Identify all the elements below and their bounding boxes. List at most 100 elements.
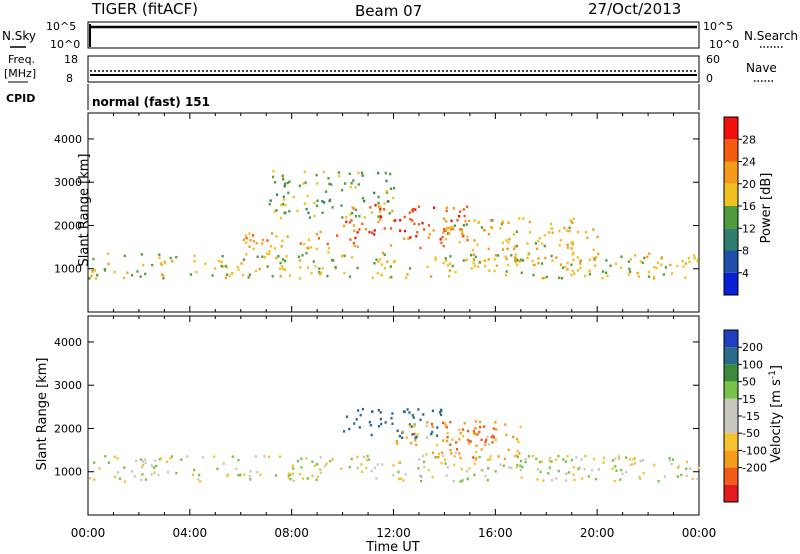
heatmap-cell [220, 260, 223, 264]
heatmap-cell [442, 261, 445, 265]
heatmap-cell [113, 475, 116, 479]
heatmap-cell [476, 433, 479, 436]
heatmap-cell [571, 243, 574, 246]
heatmap-cell [685, 460, 689, 464]
heatmap-cell [570, 247, 573, 250]
heatmap-cell [356, 266, 359, 270]
heatmap-cell [450, 219, 453, 222]
heatmap-cell [354, 236, 357, 240]
heatmap-cell [668, 456, 671, 460]
heatmap-cell [491, 441, 494, 444]
heatmap-cell [379, 205, 382, 208]
heatmap-cell [572, 258, 575, 262]
heatmap-cell [98, 467, 101, 470]
heatmap-cell [573, 478, 576, 482]
heatmap-cell [158, 253, 161, 256]
freq-tick-bottom: 8 [66, 72, 73, 85]
heatmap-cell [477, 265, 480, 268]
heatmap-cell [349, 238, 352, 241]
heatmap-cell [422, 413, 425, 416]
heatmap-cell [396, 442, 399, 445]
heatmap-cell [609, 264, 612, 268]
heatmap-cell [104, 455, 107, 458]
colorbar-tick-label: 4 [742, 267, 749, 280]
heatmap-cell [278, 267, 282, 270]
heatmap-cell [278, 455, 282, 458]
heatmap-cell [298, 259, 301, 262]
heatmap-cell [551, 231, 554, 234]
heatmap-cell [305, 457, 308, 460]
heatmap-cell [486, 435, 489, 439]
heatmap-cell [488, 269, 491, 272]
heatmap-cell [531, 259, 534, 262]
heatmap-cell [235, 467, 238, 470]
heatmap-cell [136, 270, 139, 273]
heatmap-cell [405, 276, 408, 280]
heatmap-cell [378, 218, 382, 221]
heatmap-cell [459, 456, 462, 460]
heatmap-cell [461, 233, 464, 236]
heatmap-cell [360, 171, 364, 174]
heatmap-cell [504, 423, 507, 426]
heatmap-cell [473, 473, 476, 477]
heatmap-cell [633, 457, 636, 460]
heatmap-cell [368, 230, 371, 234]
heatmap-cell [532, 273, 535, 277]
heatmap-cell [487, 233, 490, 236]
heatmap-cell [396, 429, 399, 432]
heatmap-cell [93, 478, 96, 481]
heatmap-cell [361, 407, 364, 411]
heatmap-cell [374, 466, 377, 470]
heatmap-cell [88, 277, 91, 280]
heatmap-cell [216, 467, 219, 471]
heatmap-cell [291, 464, 294, 467]
heatmap-cell [464, 220, 467, 223]
heatmap-cell [144, 461, 147, 465]
heatmap-cell [462, 435, 465, 438]
heatmap-cell [334, 265, 337, 269]
heatmap-cell [274, 474, 278, 477]
heatmap-cell [231, 272, 234, 275]
heatmap-cell [436, 426, 439, 429]
heatmap-cell [261, 238, 264, 242]
heatmap-cell [467, 438, 470, 442]
heatmap-cell [352, 241, 355, 245]
heatmap-cell [448, 262, 451, 266]
heatmap-cell [442, 231, 445, 234]
heatmap-cell [559, 263, 562, 266]
heatmap-cell [696, 259, 699, 263]
heatmap-cell [578, 466, 581, 469]
heatmap-cell [315, 173, 318, 177]
heatmap-cell [446, 465, 449, 469]
heatmap-cell [550, 254, 553, 258]
heatmap-cell [657, 480, 660, 483]
colorbar-tick-label: -100 [742, 444, 767, 457]
heatmap-cell [394, 219, 397, 222]
heatmap-cell [279, 261, 282, 265]
heatmap-cell [313, 214, 316, 218]
heatmap-cell [547, 231, 550, 234]
heatmap-cell [570, 458, 573, 462]
heatmap-cell [415, 435, 418, 439]
heatmap-cell [117, 471, 120, 474]
heatmap-cell [493, 258, 496, 261]
heatmap-cell [162, 277, 165, 280]
heatmap-cell [386, 260, 389, 263]
heatmap-cell [564, 460, 567, 463]
heatmap-cell [495, 264, 498, 267]
heatmap-cell [281, 202, 284, 206]
heatmap-cell [154, 459, 157, 462]
heatmap-cell [494, 470, 497, 473]
heatmap-cell [441, 454, 445, 458]
heatmap-cell [360, 463, 363, 466]
heatmap-cell [442, 244, 445, 248]
heatmap-cell [141, 460, 144, 463]
heatmap-cell [431, 425, 434, 428]
heatmap-cell [504, 274, 507, 277]
heatmap-cell [629, 270, 632, 273]
heatmap-cell [323, 464, 326, 468]
heatmap-cell [96, 273, 99, 277]
heatmap-cell [157, 473, 160, 477]
colorbar-segment [724, 206, 738, 229]
heatmap-cell [483, 425, 486, 428]
